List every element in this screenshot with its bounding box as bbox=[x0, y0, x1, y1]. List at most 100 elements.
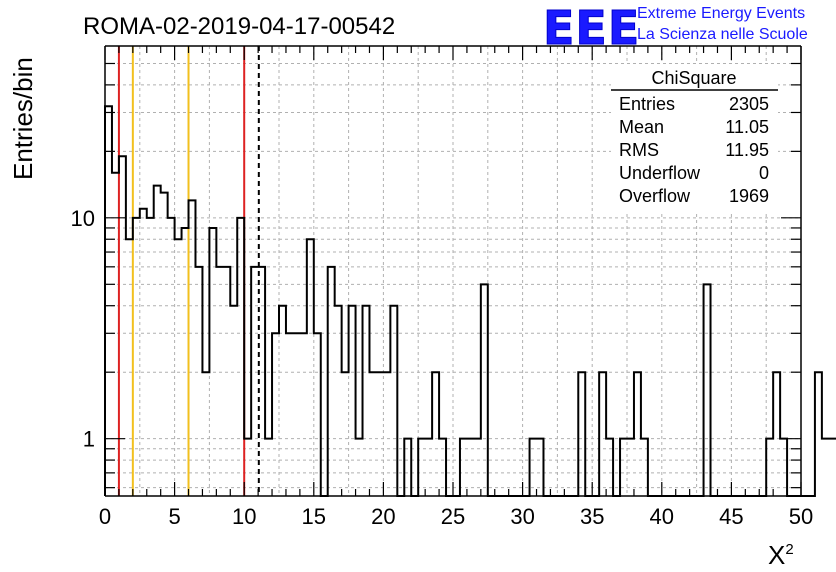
histogram-bin bbox=[537, 439, 544, 496]
histogram-bin bbox=[467, 439, 474, 496]
histogram-bin bbox=[606, 439, 613, 496]
logo-line2: La Scienza nelle Scuole bbox=[637, 26, 808, 43]
x-tick-label: 30 bbox=[510, 504, 534, 529]
histogram-bin bbox=[404, 439, 411, 496]
histogram-bin bbox=[383, 372, 390, 496]
stats-row-label: RMS bbox=[619, 140, 659, 160]
histogram-bin bbox=[627, 439, 634, 496]
stats-rows: Entries 2305 Mean 11.05 RMS 11.95 Underflow 0 Ov… bbox=[619, 94, 769, 206]
histogram-bin bbox=[105, 106, 112, 496]
x-tick-label: 0 bbox=[99, 504, 111, 529]
histogram-bin bbox=[119, 156, 126, 496]
x-axis-title-base: X bbox=[768, 540, 785, 570]
histogram-bin bbox=[154, 186, 161, 496]
histogram-bin bbox=[140, 209, 147, 496]
histogram-bin bbox=[766, 439, 773, 496]
chart-title: ROMA-02-2019-04-17-00542 bbox=[83, 13, 395, 40]
stats-row-label: Entries bbox=[619, 94, 675, 114]
histogram-bin bbox=[474, 439, 481, 496]
stats-row-value: 2305 bbox=[729, 94, 769, 114]
histogram-bin bbox=[279, 306, 286, 496]
histogram-bin bbox=[168, 218, 175, 496]
histogram-bin bbox=[349, 306, 356, 496]
histogram-bin bbox=[258, 267, 265, 496]
histogram-bin bbox=[244, 439, 251, 496]
histogram-bin bbox=[126, 239, 133, 496]
y-tick-label: 10 bbox=[71, 206, 95, 231]
histogram-bin bbox=[376, 372, 383, 496]
x-axis-ticks: 0 5 10 15 20 25 30 35 40 45 50 bbox=[99, 46, 813, 529]
histogram-bin bbox=[293, 333, 300, 496]
histogram-bin bbox=[815, 372, 822, 496]
histogram-bin bbox=[307, 239, 314, 496]
histogram-bin bbox=[578, 372, 585, 496]
histogram-bin bbox=[363, 306, 370, 496]
histogram-bin bbox=[530, 439, 537, 496]
stats-row-label: Mean bbox=[619, 117, 664, 137]
histogram-bin bbox=[460, 439, 467, 496]
histogram-bin bbox=[300, 333, 307, 496]
x-axis-title-superscript: 2 bbox=[785, 541, 793, 558]
histogram-bin bbox=[133, 218, 140, 496]
histogram-bin bbox=[599, 372, 606, 496]
x-tick-label: 45 bbox=[719, 504, 743, 529]
histogram-outline bbox=[104, 105, 836, 497]
histogram-bin bbox=[634, 372, 641, 496]
x-tick-label: 10 bbox=[232, 504, 256, 529]
histogram-bin bbox=[829, 439, 836, 496]
stats-box-background bbox=[611, 64, 778, 212]
x-tick-label: 15 bbox=[302, 504, 326, 529]
histogram-bin bbox=[209, 228, 216, 496]
histogram-bin bbox=[620, 439, 627, 496]
histogram-bin bbox=[251, 267, 258, 496]
histogram-bin bbox=[439, 439, 446, 496]
stats-row-value: 11.05 bbox=[725, 117, 769, 137]
logo-line1: Extreme Energy Events bbox=[637, 5, 805, 22]
histogram-bin bbox=[335, 306, 342, 496]
histogram-bin bbox=[425, 439, 432, 496]
histogram-bin bbox=[147, 218, 154, 496]
histogram-bin bbox=[237, 218, 244, 496]
histogram-bin bbox=[216, 267, 223, 496]
stats-row-label: Underflow bbox=[619, 163, 701, 183]
histogram-bin bbox=[223, 267, 230, 496]
stats-box: ChiSquare Entries 2305 Mean 11.05 RMS 11.95 Un… bbox=[611, 64, 778, 212]
histogram-bin bbox=[356, 439, 363, 496]
histogram-bin bbox=[418, 439, 425, 496]
histogram-bin bbox=[314, 333, 321, 496]
stats-row-value: 11.95 bbox=[725, 140, 769, 160]
histogram-bin bbox=[175, 239, 182, 496]
histogram-bin bbox=[369, 372, 376, 496]
histogram-bin bbox=[641, 439, 648, 496]
histogram-bin bbox=[481, 284, 488, 496]
stats-row-value: 1969 bbox=[729, 186, 769, 206]
histogram-bin bbox=[773, 372, 780, 496]
histogram-bin bbox=[704, 284, 711, 496]
histogram-bin bbox=[182, 228, 189, 496]
x-tick-label: 50 bbox=[789, 504, 813, 529]
y-axis-title: Entries/bin bbox=[8, 57, 38, 180]
histogram-bin bbox=[230, 306, 237, 496]
histogram-bin bbox=[189, 200, 196, 496]
x-tick-label: 20 bbox=[371, 504, 395, 529]
histogram-bin bbox=[195, 267, 202, 496]
histogram-bin bbox=[432, 372, 439, 496]
stats-row-label: Overflow bbox=[619, 186, 691, 206]
y-tick-label: 1 bbox=[83, 427, 95, 452]
histogram-bin bbox=[780, 439, 787, 496]
x-tick-label: 5 bbox=[168, 504, 180, 529]
x-tick-label: 35 bbox=[580, 504, 604, 529]
histogram-bin bbox=[390, 306, 397, 496]
histogram-bin bbox=[202, 372, 209, 496]
x-tick-label: 40 bbox=[650, 504, 674, 529]
x-axis-title: X2 bbox=[768, 540, 794, 570]
histogram-bin bbox=[286, 333, 293, 496]
histogram-bin bbox=[822, 439, 829, 496]
histogram-bin bbox=[272, 333, 279, 496]
histogram-bins bbox=[104, 105, 836, 497]
histogram-bin bbox=[342, 372, 349, 496]
histogram-bin bbox=[161, 193, 168, 496]
histogram-bin bbox=[328, 267, 335, 496]
histogram-bin bbox=[265, 439, 272, 496]
